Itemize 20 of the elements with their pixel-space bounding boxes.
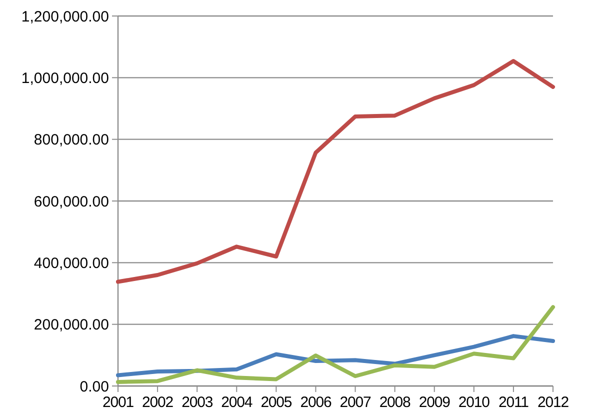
y-tick-label: 1,200,000.00 [21, 8, 109, 26]
line-series [116, 334, 555, 378]
x-tick-label: 2011 [498, 394, 529, 411]
y-tick-label: 400,000.00 [34, 254, 109, 272]
x-tick-label: 2005 [260, 394, 292, 411]
y-tick-label: 1,000,000.00 [21, 70, 109, 87]
x-tick-label: 2010 [458, 394, 490, 411]
x-tick-label: 2009 [418, 394, 450, 411]
x-tick-label: 2007 [340, 394, 372, 411]
x-tick-label: 2004 [221, 394, 252, 411]
y-tick-label: 800,000.00 [34, 132, 109, 149]
x-tick-label: 2002 [142, 394, 174, 411]
x-tick-label: 2012 [538, 394, 569, 411]
y-tick-label: 0.00 [80, 378, 109, 396]
x-tick-label: 2008 [379, 394, 411, 411]
y-tick-label: 600,000.00 [34, 193, 109, 210]
x-tick-label: 2001 [102, 394, 134, 411]
x-tick-label: 2003 [182, 394, 213, 411]
y-tick-label: 200,000.00 [34, 316, 109, 334]
x-tick-label: 2006 [300, 394, 332, 411]
